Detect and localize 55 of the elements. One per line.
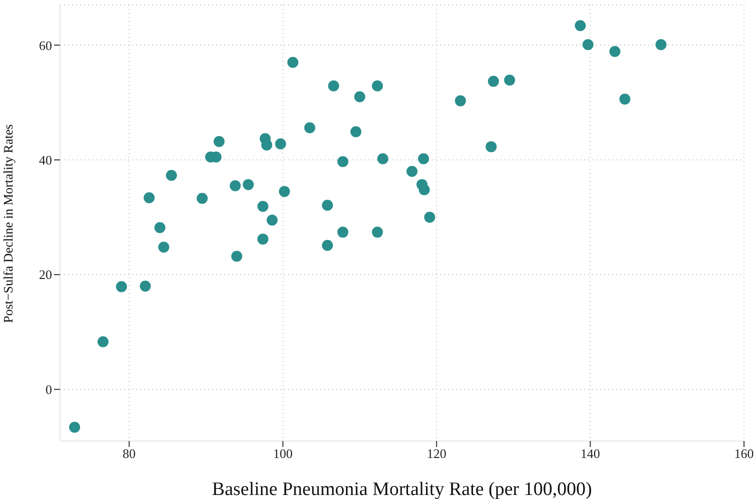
point — [322, 200, 333, 211]
point — [574, 20, 586, 32]
point — [350, 126, 362, 138]
point — [619, 94, 630, 105]
point — [278, 186, 290, 197]
point — [418, 153, 430, 164]
point — [354, 91, 366, 102]
x-tick-label: 100 — [273, 446, 293, 462]
point — [582, 39, 594, 50]
point — [69, 422, 80, 433]
point — [116, 281, 127, 292]
y-tick-label: 40 — [39, 152, 52, 168]
point — [140, 280, 151, 292]
point — [337, 156, 348, 168]
point — [609, 46, 620, 57]
y-tick-label: 20 — [39, 267, 52, 282]
y-tick-label: 0 — [46, 382, 52, 397]
x-tick-label: 160 — [734, 446, 754, 462]
point — [372, 80, 383, 92]
point — [304, 122, 316, 134]
y-axis-title: Post−Sulfa Decline in Mortality Rates — [0, 124, 16, 323]
point — [337, 226, 348, 238]
point — [406, 166, 418, 177]
point — [144, 192, 155, 204]
point — [257, 234, 268, 245]
point — [266, 214, 278, 226]
point — [231, 250, 242, 262]
point — [257, 200, 268, 212]
point — [372, 226, 383, 238]
x-axis-title: Baseline Pneumonia Mortality Rate (per 100,000) — [212, 479, 592, 499]
point — [230, 180, 241, 192]
point — [418, 184, 430, 196]
point — [287, 56, 298, 68]
point — [504, 74, 516, 86]
point — [488, 76, 499, 87]
point — [424, 212, 436, 223]
point — [454, 95, 466, 106]
point — [377, 153, 388, 164]
point — [322, 240, 333, 251]
y-tick-label: 60 — [39, 38, 52, 53]
point — [98, 336, 109, 348]
point — [158, 242, 170, 253]
x-tick-label: 120 — [426, 446, 446, 462]
point — [486, 141, 497, 152]
x-tick-label: 140 — [580, 446, 600, 462]
point — [154, 222, 166, 234]
point — [656, 39, 666, 50]
point — [275, 138, 286, 150]
point — [166, 170, 177, 181]
point — [214, 136, 225, 148]
point — [328, 80, 340, 92]
point — [242, 179, 254, 190]
point — [196, 192, 208, 204]
x-tick-label: 80 — [122, 446, 136, 462]
point — [261, 139, 272, 150]
